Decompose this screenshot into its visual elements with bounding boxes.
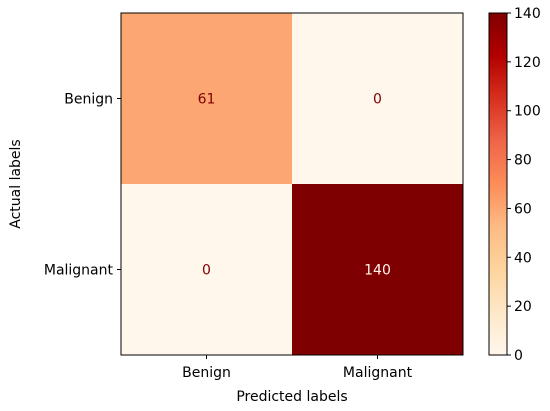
colorbar-tick-label: 0 [514, 348, 523, 364]
cell-value-label: 0 [373, 92, 382, 108]
x-axis-label: Predicted labels [236, 389, 347, 405]
y-tick-label: Benign [64, 92, 113, 108]
colorbar-tick-label: 100 [514, 104, 541, 120]
heatmap-cell [121, 13, 292, 184]
y-axis-ticks: Benign Malignant [44, 92, 121, 279]
colorbar-tick-label: 140 [514, 6, 541, 22]
cell-value-label: 0 [202, 263, 211, 279]
colorbar-tick-label: 40 [514, 250, 532, 266]
cell-value-labels: 61 0 0 140 [198, 92, 391, 279]
heatmap-cells [121, 13, 463, 355]
colorbar-tick-label: 120 [514, 55, 541, 71]
heatmap-cell [292, 13, 463, 184]
cell-value-label: 140 [364, 263, 391, 279]
y-tick-label: Malignant [44, 263, 114, 279]
heatmap-cell [121, 184, 292, 355]
colorbar-tick-label: 80 [514, 153, 532, 169]
colorbar [488, 12, 508, 356]
heatmap-cell [292, 184, 463, 355]
plot-frame [120, 12, 464, 356]
x-tick-label: Malignant [343, 365, 413, 381]
colorbar-ticks: 0 20 40 60 80 100 120 140 [507, 6, 541, 364]
cell-value-label: 61 [198, 92, 216, 108]
y-axis-label: Actual labels [8, 139, 24, 228]
x-axis-ticks: Benign Malignant [182, 355, 413, 381]
colorbar-tick-label: 60 [514, 201, 532, 217]
x-tick-label: Benign [182, 365, 231, 381]
colorbar-tick-label: 20 [514, 299, 532, 315]
